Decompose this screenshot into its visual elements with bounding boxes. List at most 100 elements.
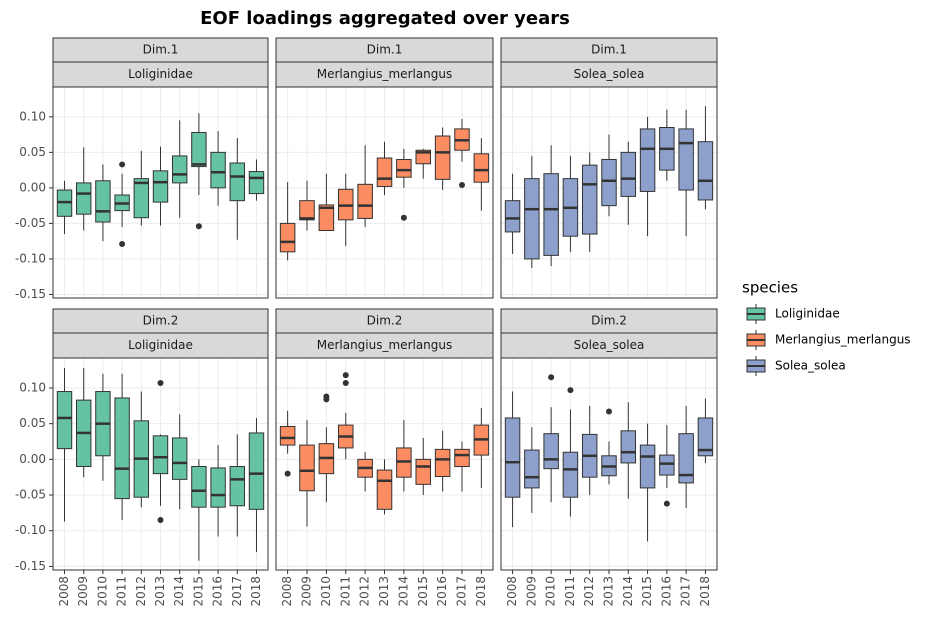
box <box>504 200 521 233</box>
box <box>357 183 373 219</box>
x-tick-label: 2017 <box>230 576 244 607</box>
strip <box>52 61 269 88</box>
box <box>133 178 150 219</box>
x-tick-label: 2011 <box>115 576 129 607</box>
x-tick-label: 2008 <box>280 576 294 607</box>
panel-border <box>275 357 494 571</box>
strip-label: Dim.2 <box>591 314 627 328</box>
box <box>473 153 490 183</box>
outlier <box>284 470 291 477</box>
box <box>229 162 245 202</box>
strip-label: Merlangius_merlangus <box>317 338 453 352</box>
outlier <box>157 517 164 524</box>
outlier <box>567 387 574 394</box>
box <box>248 432 265 510</box>
box <box>76 182 92 215</box>
outlier <box>119 241 126 248</box>
box <box>248 171 265 195</box>
box <box>639 128 656 192</box>
strip-label: Dim.1 <box>591 43 627 57</box>
x-tick-label: 2014 <box>621 576 635 607</box>
box <box>562 451 579 498</box>
box <box>152 170 169 203</box>
x-tick-label: 2014 <box>172 576 186 607</box>
outlier <box>400 214 407 221</box>
x-tick-label: 2008 <box>57 576 71 607</box>
outlier <box>663 500 670 507</box>
box <box>659 454 675 476</box>
outlier <box>342 372 349 379</box>
x-tick-label: 2012 <box>358 576 372 607</box>
box <box>171 155 188 184</box>
y-tick-label: -0.15 <box>15 559 46 573</box>
legend-label: Merlangius_merlangus <box>775 333 911 347</box>
box <box>396 158 412 178</box>
outlier <box>606 408 612 415</box>
x-tick-label: 2012 <box>582 576 596 607</box>
x-tick-label: 2010 <box>319 576 333 607</box>
y-tick-label: -0.05 <box>15 488 46 502</box>
x-tick-label: 2009 <box>76 576 90 607</box>
y-tick-label: 0.00 <box>19 180 46 194</box>
box <box>229 465 245 507</box>
y-tick-label: 0.10 <box>19 380 46 394</box>
x-tick-label: 2011 <box>563 576 577 607</box>
panel-border <box>275 86 494 299</box>
box <box>376 469 393 510</box>
box <box>524 449 540 489</box>
box <box>454 448 470 467</box>
box <box>581 164 598 235</box>
panel-border <box>500 86 718 299</box>
y-tick-label: -0.10 <box>15 251 46 265</box>
strip <box>275 308 494 334</box>
x-tick-label: 2013 <box>602 576 616 607</box>
y-tick-label: -0.05 <box>15 216 46 230</box>
y-tick-label: 0.10 <box>19 109 46 123</box>
box <box>191 465 207 508</box>
x-tick-label: 2009 <box>300 576 314 607</box>
box <box>318 204 335 232</box>
x-tick-label: 2012 <box>134 576 148 607</box>
x-tick-label: 2018 <box>249 576 263 607</box>
box <box>504 417 521 498</box>
strip-label: Dim.2 <box>367 314 403 328</box>
box <box>601 158 617 207</box>
x-tick-label: 2018 <box>474 576 488 607</box>
x-tick-label: 2015 <box>191 576 205 607</box>
legend-label: Loliginidae <box>775 307 840 321</box>
box <box>279 222 296 253</box>
panel-border <box>52 86 269 299</box>
panel-border <box>500 357 718 571</box>
strip-label: Loliginidae <box>128 67 193 81</box>
strip-label: Solea_solea <box>574 338 645 352</box>
box <box>678 128 694 191</box>
box <box>678 433 694 484</box>
box <box>114 397 130 500</box>
outlier <box>459 182 465 189</box>
strip <box>275 332 494 359</box>
x-tick-label: 2009 <box>524 576 538 607</box>
chart-title: EOF loadings aggregated over years <box>200 8 570 29</box>
x-tick-label: 2010 <box>95 576 109 607</box>
box <box>524 178 540 260</box>
box <box>210 467 226 508</box>
box <box>191 131 207 168</box>
x-tick-label: 2017 <box>455 576 469 607</box>
box <box>95 180 111 223</box>
x-tick-label: 2014 <box>396 576 410 607</box>
strip <box>500 332 718 359</box>
strip <box>52 37 269 63</box>
box <box>639 444 656 489</box>
strip <box>500 37 718 63</box>
strip-label: Merlangius_merlangus <box>317 67 453 81</box>
box <box>152 435 169 475</box>
x-tick-label: 2015 <box>640 576 654 607</box>
strip <box>500 308 718 334</box>
outlier <box>342 379 349 386</box>
box <box>543 433 559 470</box>
box <box>415 458 432 485</box>
box <box>56 391 73 450</box>
box <box>434 448 451 477</box>
box <box>299 200 315 221</box>
